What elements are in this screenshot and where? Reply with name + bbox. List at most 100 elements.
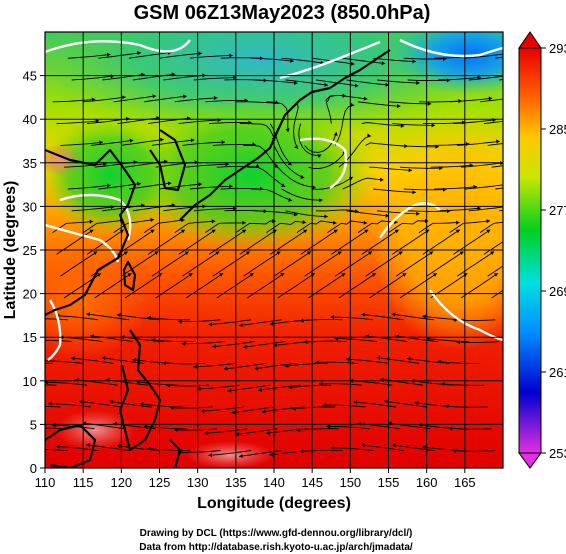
streamline-arrow [508,74,512,78]
streamline [422,121,466,125]
streamline [361,313,404,321]
streamline-arrow [351,61,355,66]
streamline [391,444,435,452]
streamline [342,177,384,190]
streamline [288,384,332,389]
streamline [468,75,503,81]
streamline [193,77,237,81]
streamline [139,403,183,408]
plot-area [10,32,512,468]
streamline [457,140,500,146]
streamline [342,57,386,64]
x-tick-label: 120 [110,475,132,490]
streamline-arrow [368,251,372,256]
streamline-arrow [391,312,396,317]
streamline [346,210,390,217]
streamline [254,210,298,216]
streamline [235,101,279,104]
streamline-arrow [422,445,426,450]
streamline [437,360,481,364]
streamline-arrow [10,362,14,366]
streamline [406,357,450,364]
streamline-arrow [190,138,195,143]
streamline-arrow [452,317,457,322]
streamline [60,141,103,146]
contour-line [279,40,381,80]
colorbar: 293 285 277 269 261 253 [518,31,566,469]
streamline [452,450,496,452]
y-tick-label: 25 [23,243,37,258]
streamline [338,135,371,168]
streamline-arrow [137,181,141,186]
streamline-arrow [269,452,274,457]
streamline-arrow [303,229,308,234]
streamline-arrow [227,388,232,393]
streamline [353,401,397,408]
streamline [426,143,470,146]
streamline [308,150,347,169]
streamline-arrow [412,190,416,195]
coastline-taiwan [122,260,137,292]
streamline [45,449,68,452]
streamline-arrow [132,357,136,362]
streamline-arrow [422,314,426,319]
streamline-arrow [416,80,420,85]
pink-spot-3 [185,441,275,468]
streamline-arrow [181,341,186,346]
streamline-arrow [363,220,368,225]
streamline-arrow [354,83,359,88]
streamline-arrow [160,137,164,142]
streamline-arrow [122,95,126,100]
streamline [444,405,488,408]
coastline-borneo [45,423,97,468]
streamline-arrow [212,344,216,349]
streamline-arrow [101,356,106,361]
streamline [170,406,213,409]
streamline [298,123,322,156]
streamline [45,427,65,430]
streamline-arrow [150,217,155,222]
streamline [55,446,99,452]
streamline [487,265,503,277]
streamline-arrow [407,356,411,361]
streamline [448,427,492,430]
streamline-arrow [99,140,103,145]
x-tick-label: 165 [454,475,476,490]
colorbar-tick-label: 261 [549,365,566,380]
streamline [266,101,289,133]
x-tick-label: 155 [378,475,400,490]
x-tick-label: 150 [339,475,361,490]
streamline-arrow [193,364,197,369]
streamline-arrow [147,446,151,451]
streamline [407,210,451,212]
contour-line [299,137,348,190]
streamline-arrow [437,359,441,364]
streamline-arrow [488,96,493,101]
colorbar-bottom-triangle [518,452,542,469]
streamline-arrow [245,251,250,256]
streamline [181,341,225,345]
streamline-arrow [117,313,121,318]
streamline [258,384,301,391]
streamline [177,450,221,453]
streamline-arrow [493,273,498,277]
streamline [212,144,256,146]
streamline-arrow [223,366,228,371]
streamline-arrow [300,175,305,179]
coastline-japan [179,86,331,221]
streamline-arrow [361,443,365,448]
streamline-arrow [167,181,172,186]
streamline [151,339,194,343]
streamline-arrow [274,164,279,168]
streamline-arrow [504,183,508,187]
streamline [273,251,312,277]
streamline-arrow [284,363,289,368]
y-tick-label: 30 [23,199,37,214]
streamline [403,57,447,60]
streamline [449,220,491,233]
streamline-arrow [106,52,111,57]
streamline-arrow [361,312,365,317]
x-tick-label: 125 [149,475,171,490]
streamline [147,317,190,321]
streamline [483,120,503,125]
